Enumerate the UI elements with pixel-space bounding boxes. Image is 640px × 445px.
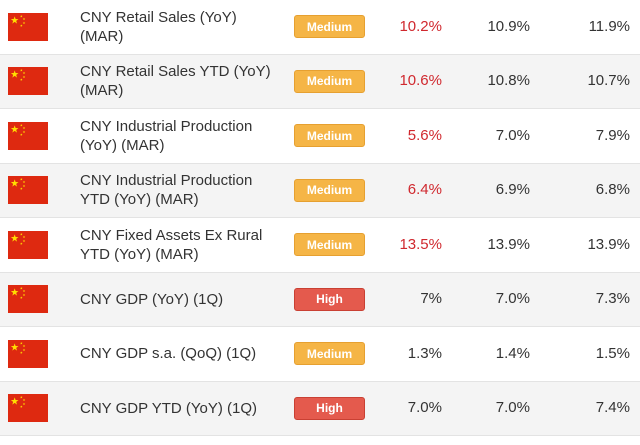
- event-name: CNY GDP (YoY) (1Q): [80, 290, 224, 308]
- importance-badge: Medium: [294, 178, 365, 202]
- forecast-value: 7.0%: [495, 399, 530, 417]
- china-flag-icon: [8, 230, 48, 259]
- china-flag-icon: [8, 394, 48, 423]
- table-row[interactable]: CNY Fixed Assets Ex Rural YTD (YoY) (MAR…: [0, 218, 640, 273]
- previous-value: 10.7%: [587, 72, 630, 90]
- forecast-value: 13.9%: [487, 235, 530, 253]
- event-name: CNY GDP YTD (YoY) (1Q): [80, 399, 257, 417]
- forecast-value: 7.0%: [495, 290, 530, 308]
- china-flag-icon: [8, 67, 48, 96]
- forecast-value: 1.4%: [495, 344, 530, 362]
- economic-calendar-table: CNY Retail Sales (YoY) (MAR) Medium 10.2…: [0, 0, 640, 436]
- actual-value: 7.0%: [407, 399, 442, 417]
- forecast-value: 10.9%: [487, 17, 530, 35]
- actual-value: 1.3%: [407, 344, 442, 362]
- event-name: CNY Industrial Production (YoY) (MAR): [80, 117, 253, 154]
- china-flag-icon: [8, 339, 48, 368]
- importance-badge: Medium: [294, 124, 365, 148]
- event-name: CNY Industrial Production YTD (YoY) (MAR…: [80, 172, 253, 209]
- previous-value: 7.4%: [595, 399, 630, 417]
- importance-badge: High: [294, 396, 365, 420]
- importance-badge: Medium: [294, 233, 365, 257]
- forecast-value: 6.9%: [495, 181, 530, 199]
- table-row[interactable]: CNY Retail Sales (YoY) (MAR) Medium 10.2…: [0, 0, 640, 55]
- importance-badge: Medium: [294, 342, 365, 366]
- china-flag-icon: [8, 176, 48, 205]
- actual-value: 10.6%: [399, 72, 442, 90]
- actual-value: 6.4%: [407, 181, 442, 199]
- actual-value: 10.2%: [399, 17, 442, 35]
- actual-value: 5.6%: [407, 126, 442, 144]
- china-flag-icon: [8, 285, 48, 314]
- table-row[interactable]: CNY Industrial Production (YoY) (MAR) Me…: [0, 109, 640, 164]
- previous-value: 11.9%: [588, 17, 630, 35]
- table-row[interactable]: CNY Industrial Production YTD (YoY) (MAR…: [0, 163, 640, 218]
- actual-value: 13.5%: [399, 235, 442, 253]
- event-name: CNY Retail Sales YTD (YoY) (MAR): [80, 63, 271, 100]
- importance-badge: Medium: [294, 15, 365, 39]
- china-flag-icon: [8, 121, 48, 150]
- previous-value: 7.3%: [595, 290, 630, 308]
- actual-value: 7%: [420, 290, 442, 308]
- previous-value: 1.5%: [595, 344, 630, 362]
- table-row[interactable]: CNY GDP s.a. (QoQ) (1Q) Medium 1.3% 1.4%…: [0, 327, 640, 382]
- event-name: CNY GDP s.a. (QoQ) (1Q): [80, 345, 257, 363]
- event-name: CNY Retail Sales (YoY) (MAR): [80, 8, 237, 45]
- event-name: CNY Fixed Assets Ex Rural YTD (YoY) (MAR…: [80, 226, 263, 263]
- table-row[interactable]: CNY Retail Sales YTD (YoY) (MAR) Medium …: [0, 54, 640, 109]
- forecast-value: 7.0%: [495, 126, 530, 144]
- importance-badge: High: [294, 287, 365, 311]
- previous-value: 13.9%: [587, 235, 630, 253]
- china-flag-icon: [8, 12, 48, 41]
- forecast-value: 10.8%: [487, 72, 530, 90]
- previous-value: 6.8%: [595, 181, 630, 199]
- table-row[interactable]: CNY GDP (YoY) (1Q) High 7% 7.0% 7.3%: [0, 272, 640, 327]
- previous-value: 7.9%: [595, 126, 630, 144]
- importance-badge: Medium: [294, 69, 365, 93]
- table-row[interactable]: CNY GDP YTD (YoY) (1Q) High 7.0% 7.0% 7.…: [0, 381, 640, 436]
